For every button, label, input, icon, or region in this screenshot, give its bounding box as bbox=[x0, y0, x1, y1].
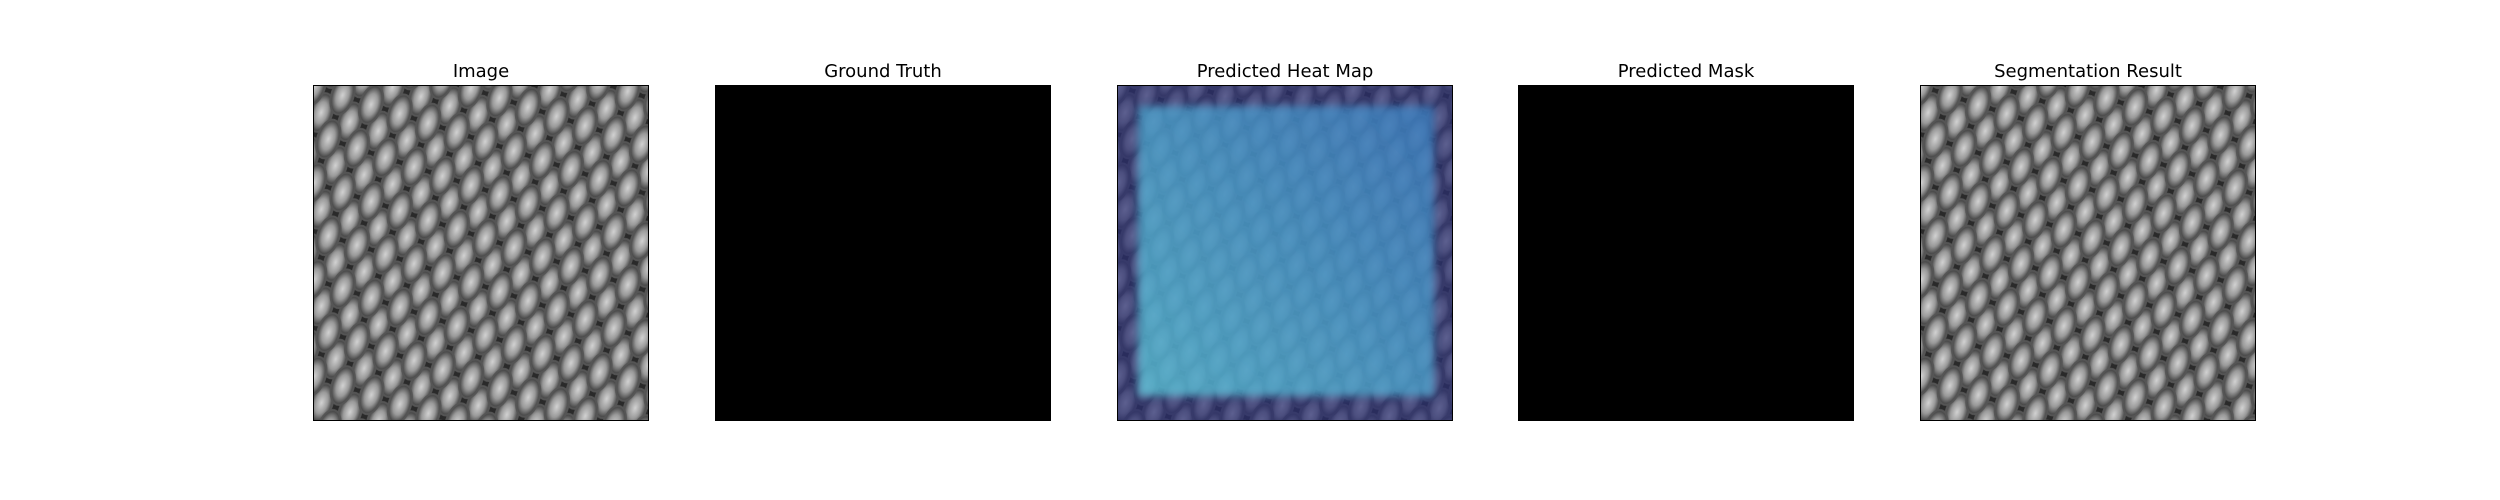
predicted-mask-frame bbox=[1518, 85, 1854, 421]
panel-title-ground-truth: Ground Truth bbox=[824, 61, 942, 82]
segmentation-texture bbox=[1921, 86, 2255, 420]
panel-title-image: Image bbox=[452, 61, 510, 82]
panel-title-predicted-mask: Predicted Mask bbox=[1617, 61, 1755, 82]
panel-segmentation-result: Segmentation Result bbox=[1920, 60, 2256, 421]
panel-image: Image bbox=[313, 60, 649, 421]
panel-heat-map: Predicted Heat Map bbox=[1117, 60, 1453, 421]
predicted-mask bbox=[1519, 86, 1853, 420]
ground-truth-frame bbox=[715, 85, 1051, 421]
panel-ground-truth: Ground Truth bbox=[715, 60, 1051, 421]
texture-image bbox=[314, 86, 648, 420]
panel-title-segmentation-result: Segmentation Result bbox=[1994, 61, 2182, 82]
image-frame bbox=[313, 85, 649, 421]
panel-title-heat-map: Predicted Heat Map bbox=[1196, 61, 1374, 82]
segmentation-result-frame bbox=[1920, 85, 2256, 421]
heat-map-frame bbox=[1117, 85, 1453, 421]
panel-predicted-mask: Predicted Mask bbox=[1518, 60, 1854, 421]
heat-map-overlay bbox=[1118, 86, 1452, 420]
ground-truth-mask bbox=[716, 86, 1050, 420]
